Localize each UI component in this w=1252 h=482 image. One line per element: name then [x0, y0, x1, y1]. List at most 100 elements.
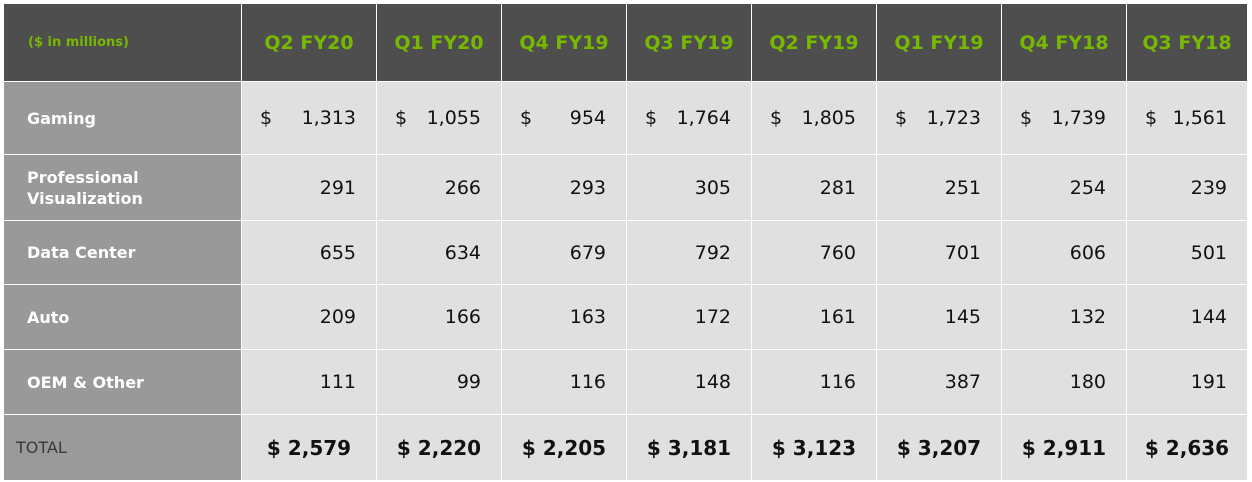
table-row: OEM & Other 111 99 116 148 116 387 180 191 — [4, 350, 1248, 414]
col-header: Q2 FY19 — [752, 4, 877, 81]
cell-value: 144 — [1190, 306, 1227, 328]
value-cell: 209 — [242, 285, 377, 349]
cell-value: 1,739 — [1051, 107, 1106, 129]
total-value: $ 2,579 — [242, 415, 377, 480]
value-cell: 148 — [627, 350, 752, 414]
currency-symbol: $ — [1020, 107, 1033, 129]
cell-value: 145 — [944, 306, 981, 328]
total-value: $ 2,205 — [502, 415, 627, 480]
value-cell: 116 — [752, 350, 877, 414]
value-cell: 191 — [1127, 350, 1248, 414]
row-label: Data Center — [4, 221, 242, 284]
cell-value: 172 — [694, 306, 731, 328]
value-cell: 144 — [1127, 285, 1248, 349]
cell-value: 655 — [319, 241, 356, 264]
value-cell: $1,313 — [242, 82, 377, 154]
col-header: Q4 FY19 — [502, 4, 627, 81]
value-cell: 116 — [502, 350, 627, 414]
value-cell: 760 — [752, 221, 877, 284]
table-row: Auto 209 166 163 172 161 145 132 144 — [4, 285, 1248, 349]
row-label: Auto — [4, 285, 242, 349]
cell-value: 191 — [1190, 371, 1227, 393]
cell-value: 1,764 — [676, 107, 731, 129]
unit-label: ($ in millions) — [4, 4, 242, 81]
value-cell: 132 — [1002, 285, 1127, 349]
cell-value: 954 — [569, 107, 606, 129]
cell-value: 387 — [944, 371, 981, 393]
cell-value: 1,313 — [301, 107, 356, 129]
cell-value: 163 — [569, 306, 606, 328]
value-cell: 305 — [627, 155, 752, 220]
value-cell: 163 — [502, 285, 627, 349]
cell-value: 180 — [1069, 371, 1106, 393]
value-cell: 293 — [502, 155, 627, 220]
cell-value: 111 — [319, 371, 356, 393]
value-cell: $1,561 — [1127, 82, 1248, 154]
value-cell: $1,805 — [752, 82, 877, 154]
table-row: Data Center 655 634 679 792 760 701 606 501 — [4, 221, 1248, 284]
value-cell: $1,764 — [627, 82, 752, 154]
value-cell: 145 — [877, 285, 1002, 349]
value-cell: $954 — [502, 82, 627, 154]
value-cell: 281 — [752, 155, 877, 220]
total-value: $ 3,181 — [627, 415, 752, 480]
cell-value: 254 — [1069, 176, 1106, 199]
value-cell: 239 — [1127, 155, 1248, 220]
value-cell: 679 — [502, 221, 627, 284]
cell-value: 606 — [1069, 241, 1106, 264]
cell-value: 281 — [819, 176, 856, 199]
value-cell: 266 — [377, 155, 502, 220]
table-row: Professional Visualization 291 266 293 305 28… — [4, 155, 1248, 220]
cell-value: 209 — [319, 306, 356, 328]
total-value: $ 3,207 — [877, 415, 1002, 480]
cell-value: 239 — [1190, 176, 1227, 199]
cell-value: 132 — [1069, 306, 1106, 328]
cell-value: 1,561 — [1172, 107, 1227, 129]
value-cell: 606 — [1002, 221, 1127, 284]
cell-value: 293 — [569, 176, 606, 199]
value-cell: 792 — [627, 221, 752, 284]
cell-value: 1,723 — [926, 107, 981, 129]
value-cell: 172 — [627, 285, 752, 349]
currency-symbol: $ — [1145, 107, 1158, 129]
table-row: Gaming $1,313 $1,055 $954 $1,764 $1,805 $1,723… — [4, 82, 1248, 154]
value-cell: 161 — [752, 285, 877, 349]
currency-symbol: $ — [395, 107, 408, 129]
value-cell: 99 — [377, 350, 502, 414]
value-cell: 501 — [1127, 221, 1248, 284]
value-cell: 180 — [1002, 350, 1127, 414]
value-cell: $1,739 — [1002, 82, 1127, 154]
value-cell: 166 — [377, 285, 502, 349]
cell-value: 792 — [694, 241, 731, 264]
col-header: Q3 FY19 — [627, 4, 752, 81]
total-value: $ 3,123 — [752, 415, 877, 480]
cell-value: 116 — [819, 371, 856, 393]
col-header: Q4 FY18 — [1002, 4, 1127, 81]
cell-value: 1,805 — [801, 107, 856, 129]
value-cell: 291 — [242, 155, 377, 220]
currency-symbol: $ — [520, 107, 533, 129]
total-value: $ 2,911 — [1002, 415, 1127, 480]
value-cell: 254 — [1002, 155, 1127, 220]
currency-symbol: $ — [260, 107, 273, 129]
cell-value: 166 — [444, 306, 481, 328]
cell-value: 99 — [456, 371, 481, 393]
col-header: Q1 FY19 — [877, 4, 1002, 81]
cell-value: 161 — [819, 306, 856, 328]
cell-value: 634 — [444, 241, 481, 264]
cell-value: 148 — [694, 371, 731, 393]
cell-value: 1,055 — [426, 107, 481, 129]
value-cell: 655 — [242, 221, 377, 284]
col-header: Q2 FY20 — [242, 4, 377, 81]
total-label: TOTAL — [4, 415, 242, 480]
row-label: Gaming — [4, 82, 242, 154]
cell-value: 266 — [444, 176, 481, 199]
value-cell: 634 — [377, 221, 502, 284]
cell-value: 501 — [1190, 241, 1227, 264]
total-value: $ 2,636 — [1127, 415, 1248, 480]
currency-symbol: $ — [645, 107, 658, 129]
cell-value: 760 — [819, 241, 856, 264]
value-cell: 251 — [877, 155, 1002, 220]
value-cell: $1,055 — [377, 82, 502, 154]
total-value: $ 2,220 — [377, 415, 502, 480]
